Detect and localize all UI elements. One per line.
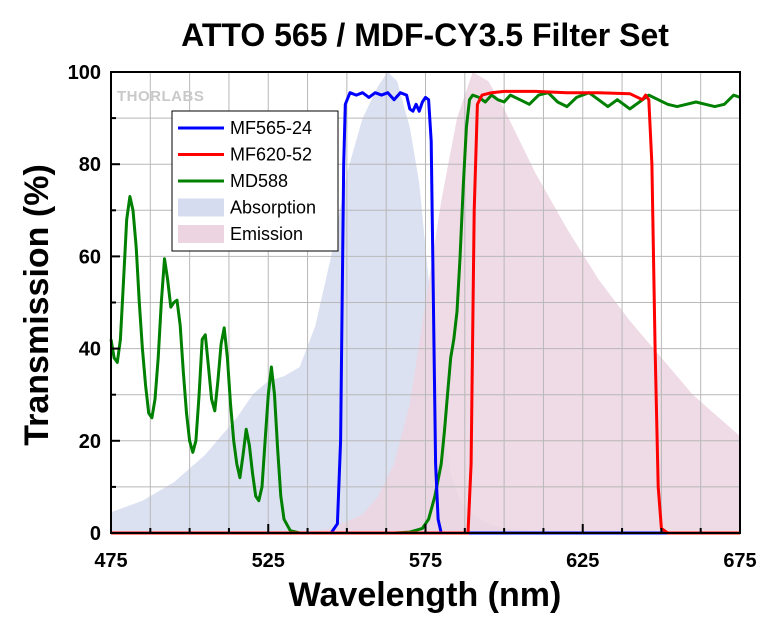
- legend-label: Absorption: [230, 198, 316, 218]
- line-series: [109, 89, 741, 535]
- x-tick-label: 675: [723, 550, 756, 572]
- y-axis-label: Transmission (%): [18, 164, 56, 446]
- legend-label: MD588: [230, 171, 288, 191]
- axis-ticks: 475 525 575 625 675 0 20 40 60 80 100: [68, 62, 757, 572]
- line-md588: [109, 91, 741, 535]
- line-mf620-52: [111, 89, 740, 535]
- legend-swatch: [178, 198, 224, 217]
- x-tick-label: 525: [252, 550, 285, 572]
- y-tick-label: 60: [79, 246, 101, 268]
- y-tick-label: 80: [79, 154, 101, 176]
- x-axis-label: Wavelength (nm): [289, 576, 562, 614]
- legend: MF565-24 MF620-52 MD588 Absorption Emission: [171, 110, 339, 252]
- legend-label: Emission: [230, 224, 303, 244]
- chart-title: ATTO 565 / MDF-CY3.5 Filter Set: [181, 17, 669, 53]
- line-mf565-24: [111, 91, 740, 535]
- y-tick-label: 20: [79, 431, 101, 453]
- legend-swatch: [178, 225, 224, 243]
- legend-label: MF565-24: [230, 118, 312, 138]
- x-tick-label: 625: [566, 550, 599, 572]
- thorlabs-logo-watermark: THORLABS: [117, 88, 204, 105]
- y-tick-label: 100: [68, 62, 101, 84]
- y-tick-label: 0: [90, 523, 101, 545]
- y-tick-label: 40: [79, 339, 101, 361]
- x-tick-label: 575: [409, 550, 442, 572]
- legend-label: MF620-52: [230, 145, 312, 165]
- x-tick-label: 475: [94, 550, 127, 572]
